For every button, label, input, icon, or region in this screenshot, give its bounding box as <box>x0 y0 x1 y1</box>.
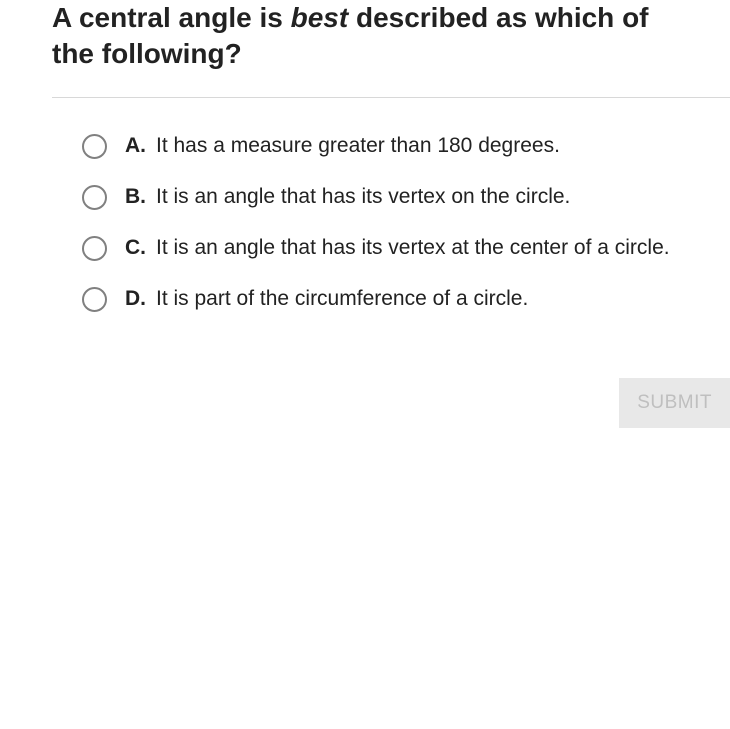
radio-icon[interactable] <box>82 236 107 261</box>
option-text: It is an angle that has its vertex at th… <box>156 236 670 260</box>
option-letter: D. <box>125 287 146 311</box>
radio-icon[interactable] <box>82 134 107 159</box>
option-text: It has a measure greater than 180 degree… <box>156 134 560 158</box>
option-b[interactable]: B. It is an angle that has its vertex on… <box>82 185 730 210</box>
options-list: A. It has a measure greater than 180 deg… <box>0 98 730 312</box>
option-letter: B. <box>125 185 146 209</box>
option-text: It is an angle that has its vertex on th… <box>156 185 570 209</box>
radio-icon[interactable] <box>82 287 107 312</box>
option-a[interactable]: A. It has a measure greater than 180 deg… <box>82 134 730 159</box>
question-text: A central angle is best described as whi… <box>0 0 730 97</box>
option-text: It is part of the circumference of a cir… <box>156 287 528 311</box>
option-c[interactable]: C. It is an angle that has its vertex at… <box>82 236 730 261</box>
option-letter: A. <box>125 134 146 158</box>
radio-icon[interactable] <box>82 185 107 210</box>
submit-button[interactable]: SUBMIT <box>619 378 730 428</box>
question-italic-word: best <box>291 2 349 33</box>
question-prefix: A central angle is <box>52 2 291 33</box>
option-d[interactable]: D. It is part of the circumference of a … <box>82 287 730 312</box>
submit-area: SUBMIT <box>0 338 730 428</box>
option-letter: C. <box>125 236 146 260</box>
